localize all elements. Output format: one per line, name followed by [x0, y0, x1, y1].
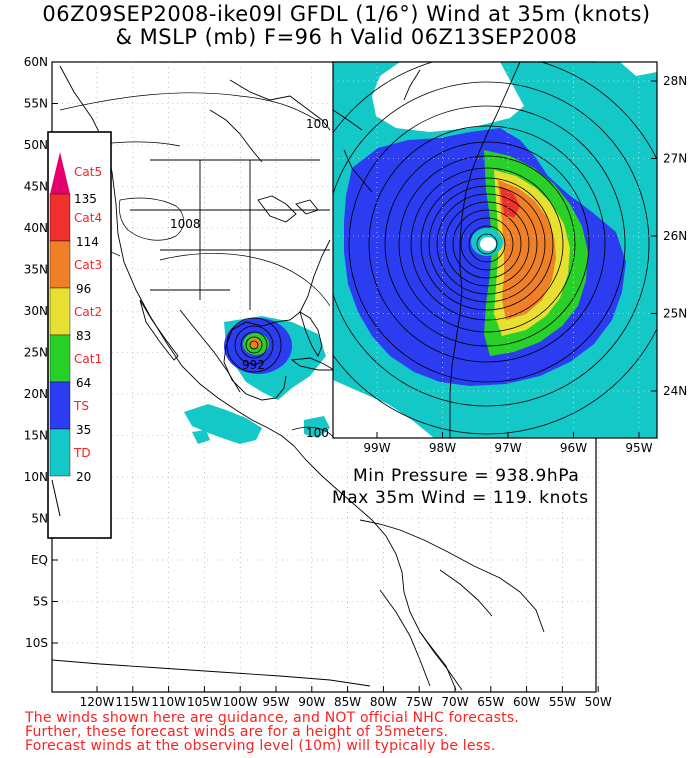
min-pressure-readout: Min Pressure = 938.9hPa: [353, 466, 580, 486]
chart-title-line2: & MSLP (mb) F=96 h Valid 06Z13SEP2008: [115, 25, 578, 49]
inset-coastlines: [333, 62, 521, 438]
isobar-label-992: 992: [242, 358, 265, 372]
disclaimer-line-1: The winds shown here are guidance, and N…: [25, 710, 520, 726]
inset-storm-eye-center: [480, 237, 496, 251]
inset-map-gridlines: [333, 62, 657, 438]
legend-pointer-line: [51, 479, 61, 517]
legend-threshold-96: 96: [76, 282, 91, 296]
lon-tick-label: 75W: [406, 695, 433, 709]
isobar-label-100-south: 100: [306, 426, 329, 440]
chart-title-line1: 06Z09SEP2008-ike09l GFDL (1/6°) Wind at …: [42, 2, 651, 26]
legend-swatch-ts: [49, 381, 71, 430]
legend-swatch-td: [49, 428, 71, 477]
legend-label-cat2: Cat2: [74, 305, 102, 319]
lon-tick-label: 70W: [441, 695, 468, 709]
main-storm-isobars: [226, 317, 282, 373]
inset-map-frame: [332, 61, 658, 439]
isobar-label-1008: 1008: [170, 217, 201, 231]
lon-tick-label: 80W: [370, 695, 397, 709]
inset-lat-tick-label: 27N: [663, 152, 687, 166]
inset-wind-cat4: [500, 186, 520, 218]
main-isobars: [59, 92, 335, 439]
legend-threshold-135: 135: [74, 192, 97, 206]
inset-land-north: [372, 62, 524, 132]
main-map-lon-ticks: 120W 115W 110W 105W 100W 95W 90W 85W 80W 75W 70W 65…: [80, 686, 612, 709]
legend-threshold-20: 20: [76, 470, 91, 484]
inset-lat-tick-label: 25N: [663, 307, 687, 321]
isobar-label-100-north: 100: [306, 117, 329, 131]
inset-lat-tick-label: 28N: [663, 74, 687, 88]
lon-tick-label: 100W: [223, 695, 258, 709]
inset-isobars: [333, 62, 657, 435]
inset-map-lon-ticks: 99W 98W 97W 96W 95W: [363, 432, 653, 455]
legend-label-cat5: Cat5: [74, 165, 102, 179]
legend-label-cat1: Cat1: [74, 352, 102, 366]
lon-tick-label: 115W: [115, 695, 150, 709]
inset-lon-tick-label: 98W: [429, 441, 456, 455]
wind-legend: Cat5 135 Cat4 114 Cat3 96 Cat2 83 Cat1 64 TS 35 TD 20: [47, 131, 112, 539]
inset-map-lat-ticks: 28N 27N 26N 25N 24N: [651, 74, 687, 398]
inset-lon-tick-label: 97W: [494, 441, 521, 455]
inset-lon-tick-label: 96W: [560, 441, 587, 455]
legend-threshold-35: 35: [76, 423, 91, 437]
lat-tick-label: 35N: [24, 263, 48, 277]
legend-swatch-cat4: [49, 193, 71, 242]
lat-tick-label: 5N: [31, 512, 48, 526]
lat-tick-label: 5S: [33, 595, 48, 609]
legend-threshold-64: 64: [76, 376, 91, 390]
lat-tick-label: 60N: [24, 55, 48, 69]
legend-swatch-cat5: [50, 152, 70, 194]
lat-tick-label: 45N: [24, 180, 48, 194]
lon-tick-label: 50W: [585, 695, 612, 709]
legend-threshold-83: 83: [76, 329, 91, 343]
lon-tick-label: 65W: [477, 695, 504, 709]
inset-map: 28N 27N 26N 25N 24N 99W 98W 97W 96W 95W: [332, 61, 687, 455]
lon-tick-label: 110W: [151, 695, 186, 709]
main-wind-patch-atlantic: [304, 416, 330, 438]
lat-tick-label: 30N: [24, 304, 48, 318]
lat-tick-label: 25N: [24, 346, 48, 360]
lon-tick-label: 85W: [334, 695, 361, 709]
legend-label-cat3: Cat3: [74, 258, 102, 272]
legend-items: Cat5 135 Cat4 114 Cat3 96 Cat2 83 Cat1 64 TS 35 TD 20: [49, 152, 102, 517]
legend-swatch-cat1: [49, 334, 71, 383]
max-wind-readout: Max 35m Wind = 119. knots: [332, 488, 589, 508]
legend-threshold-114: 114: [76, 235, 99, 249]
main-wind-patch-tropics: [192, 430, 210, 444]
lat-tick-label: EQ: [31, 553, 48, 567]
lat-tick-label: 50N: [24, 138, 48, 152]
disclaimer-line-3: Forecast winds at the observing level (1…: [25, 738, 496, 754]
disclaimer-line-2: Further, these forecast winds are for a …: [25, 724, 449, 740]
lon-tick-label: 95W: [262, 695, 289, 709]
inset-lat-tick-label: 24N: [663, 384, 687, 398]
lon-tick-label: 105W: [187, 695, 222, 709]
lat-tick-label: 10N: [24, 470, 48, 484]
lon-tick-label: 60W: [513, 695, 540, 709]
lon-tick-label: 90W: [298, 695, 325, 709]
lat-tick-label: 10S: [25, 636, 48, 650]
legend-swatch-cat3: [49, 240, 71, 289]
legend-label-cat4: Cat4: [74, 211, 102, 225]
lat-tick-label: 15N: [24, 429, 48, 443]
legend-label-td: TD: [73, 446, 91, 460]
lat-tick-label: 40N: [24, 221, 48, 235]
inset-land-west: [333, 380, 434, 438]
lat-tick-label: 20N: [24, 387, 48, 401]
legend-swatch-cat2: [49, 287, 71, 336]
lon-tick-label: 55W: [549, 695, 576, 709]
lon-tick-label: 120W: [80, 695, 115, 709]
lat-tick-label: 55N: [24, 97, 48, 111]
main-map-lat-ticks: 60N 55N 50N 45N 40N 35N 30N 25N 20N 15N 10N 5N EQ 5S 1…: [24, 55, 58, 650]
legend-label-ts: TS: [73, 399, 89, 413]
inset-lon-tick-label: 99W: [363, 441, 390, 455]
inset-lon-tick-label: 95W: [625, 441, 652, 455]
main-wind-patch-pacific: [184, 404, 262, 444]
inset-lat-tick-label: 26N: [663, 229, 687, 243]
